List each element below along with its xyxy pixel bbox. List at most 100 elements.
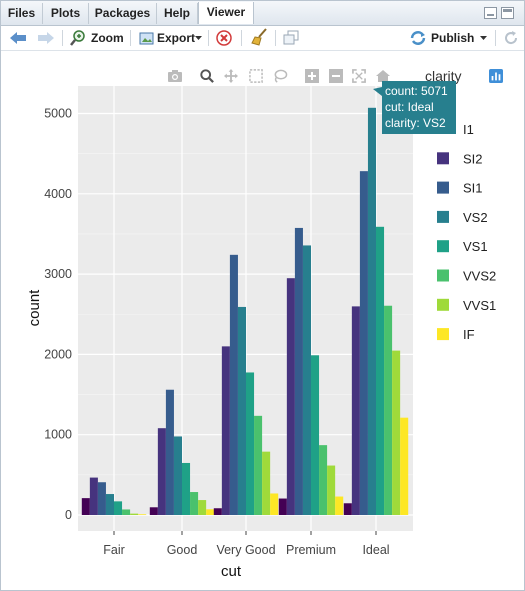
bar-vs2 xyxy=(302,245,311,515)
tab-help[interactable]: Help xyxy=(157,3,198,24)
bar-i1 xyxy=(278,498,287,515)
bar-vs2 xyxy=(173,436,182,515)
hover-tooltip: count: 5071 cut: Ideal clarity: VS2 xyxy=(373,81,456,134)
toolbar-separator xyxy=(495,30,496,46)
tab-packages[interactable]: Packages xyxy=(89,3,157,24)
legend-label-vvs1: VVS1 xyxy=(463,298,496,313)
zoom-out-icon[interactable] xyxy=(328,69,344,83)
tooltip-count: count: 5071 xyxy=(385,84,448,98)
camera-icon[interactable] xyxy=(167,69,183,83)
y-tick-label: 3000 xyxy=(44,267,72,281)
legend-label-si1: SI1 xyxy=(463,181,483,196)
tab-bar: Files Plots Packages Help Viewer xyxy=(1,1,524,26)
bar-vvs1 xyxy=(130,513,139,515)
bar-if xyxy=(206,509,215,515)
legend-swatch-vs2 xyxy=(437,210,449,223)
legend-swatch-if xyxy=(437,328,449,341)
bar-vvs2 xyxy=(384,305,393,515)
tab-files[interactable]: Files xyxy=(1,3,43,24)
bar-si2 xyxy=(286,278,295,515)
bar-i1 xyxy=(81,498,90,515)
legend-swatch-vvs1 xyxy=(437,298,449,311)
toolbar-separator xyxy=(208,30,209,46)
legend-swatch-si1 xyxy=(437,181,449,194)
toolbar-separator xyxy=(62,30,63,46)
forward-arrow-icon[interactable] xyxy=(37,31,55,45)
zoom-button[interactable]: Zoom xyxy=(91,31,124,45)
tooltip-cut: cut: Ideal xyxy=(385,100,434,114)
bar-vvs1 xyxy=(392,350,401,515)
reset-axes-icon[interactable] xyxy=(375,69,391,83)
tab-plots[interactable]: Plots xyxy=(43,3,89,24)
maximize-pane-icon[interactable] xyxy=(501,7,514,19)
bar-i1 xyxy=(213,508,222,515)
bar-vs2 xyxy=(105,494,114,515)
bar-vvs2 xyxy=(122,509,131,515)
clear-viewer-icon[interactable] xyxy=(216,30,232,46)
legend-label-i1: I1 xyxy=(463,122,474,137)
bar-vs1 xyxy=(376,226,385,516)
legend-swatch-vs1 xyxy=(437,240,449,253)
bar-vs2 xyxy=(237,306,246,515)
export-dropdown-icon[interactable] xyxy=(195,36,202,41)
zoom-in-icon[interactable] xyxy=(304,69,320,83)
bar-i1 xyxy=(149,507,158,515)
bar-si1 xyxy=(294,227,303,516)
x-tick-label: Ideal xyxy=(362,543,389,557)
publish-icon[interactable] xyxy=(409,30,427,46)
lasso-select-icon[interactable] xyxy=(272,69,288,83)
back-arrow-icon[interactable] xyxy=(9,31,27,45)
toolbar-separator xyxy=(275,30,276,46)
bar-si2 xyxy=(221,346,230,515)
tab-viewer[interactable]: Viewer xyxy=(198,2,254,24)
broom-icon[interactable] xyxy=(251,28,268,46)
legend-label-vvs2: VVS2 xyxy=(463,269,496,284)
bar-vs1 xyxy=(114,501,123,515)
legend-swatch-vvs2 xyxy=(437,269,449,282)
bar-si1 xyxy=(97,482,106,515)
y-axis-title: count xyxy=(26,289,43,327)
legend-swatch-si2 xyxy=(437,152,449,165)
x-axis-title: cut xyxy=(221,563,242,580)
bar-vvs2 xyxy=(254,415,263,515)
bar-if xyxy=(335,496,344,515)
zoom-icon[interactable] xyxy=(70,30,86,46)
show-in-new-window-icon[interactable] xyxy=(283,30,299,45)
bar-vvs2 xyxy=(190,492,199,515)
minimize-pane-icon[interactable] xyxy=(484,7,497,19)
publish-button[interactable]: Publish xyxy=(431,31,475,45)
box-select-icon[interactable] xyxy=(248,69,264,83)
toolbar-separator xyxy=(241,30,242,46)
bar-vs1 xyxy=(311,355,320,515)
x-tick-label: Good xyxy=(167,543,198,557)
y-tick-label: 0 xyxy=(65,508,72,522)
legend-label-vs1: VS1 xyxy=(463,239,488,254)
y-tick-label: 2000 xyxy=(44,347,72,361)
x-tick-label: Fair xyxy=(103,543,125,557)
zoom-tool-icon[interactable] xyxy=(199,69,215,83)
plotly-logo-icon[interactable] xyxy=(488,69,504,83)
legend-title: clarity xyxy=(425,68,462,84)
bar-vvs2 xyxy=(319,445,328,515)
bar-si1 xyxy=(229,254,238,515)
toolbar-separator xyxy=(130,30,131,46)
bar-vvs1 xyxy=(262,451,271,515)
tooltip-clarity: clarity: VS2 xyxy=(385,116,446,130)
export-button[interactable]: Export xyxy=(157,31,196,45)
publish-dropdown-icon[interactable] xyxy=(480,36,487,41)
pan-icon[interactable] xyxy=(223,69,239,83)
bar-si1 xyxy=(165,389,174,515)
y-tick-label: 5000 xyxy=(44,107,72,121)
y-tick-label: 1000 xyxy=(44,428,72,442)
refresh-icon[interactable] xyxy=(503,30,519,46)
y-tick-label: 4000 xyxy=(44,187,72,201)
bar-vs1 xyxy=(246,372,255,515)
bar-si2 xyxy=(89,477,98,515)
legend-label-vs2: VS2 xyxy=(463,210,488,225)
export-icon[interactable] xyxy=(138,30,155,46)
bar-i1 xyxy=(343,503,352,515)
bar-vvs1 xyxy=(198,500,207,515)
autoscale-icon[interactable] xyxy=(351,69,367,83)
